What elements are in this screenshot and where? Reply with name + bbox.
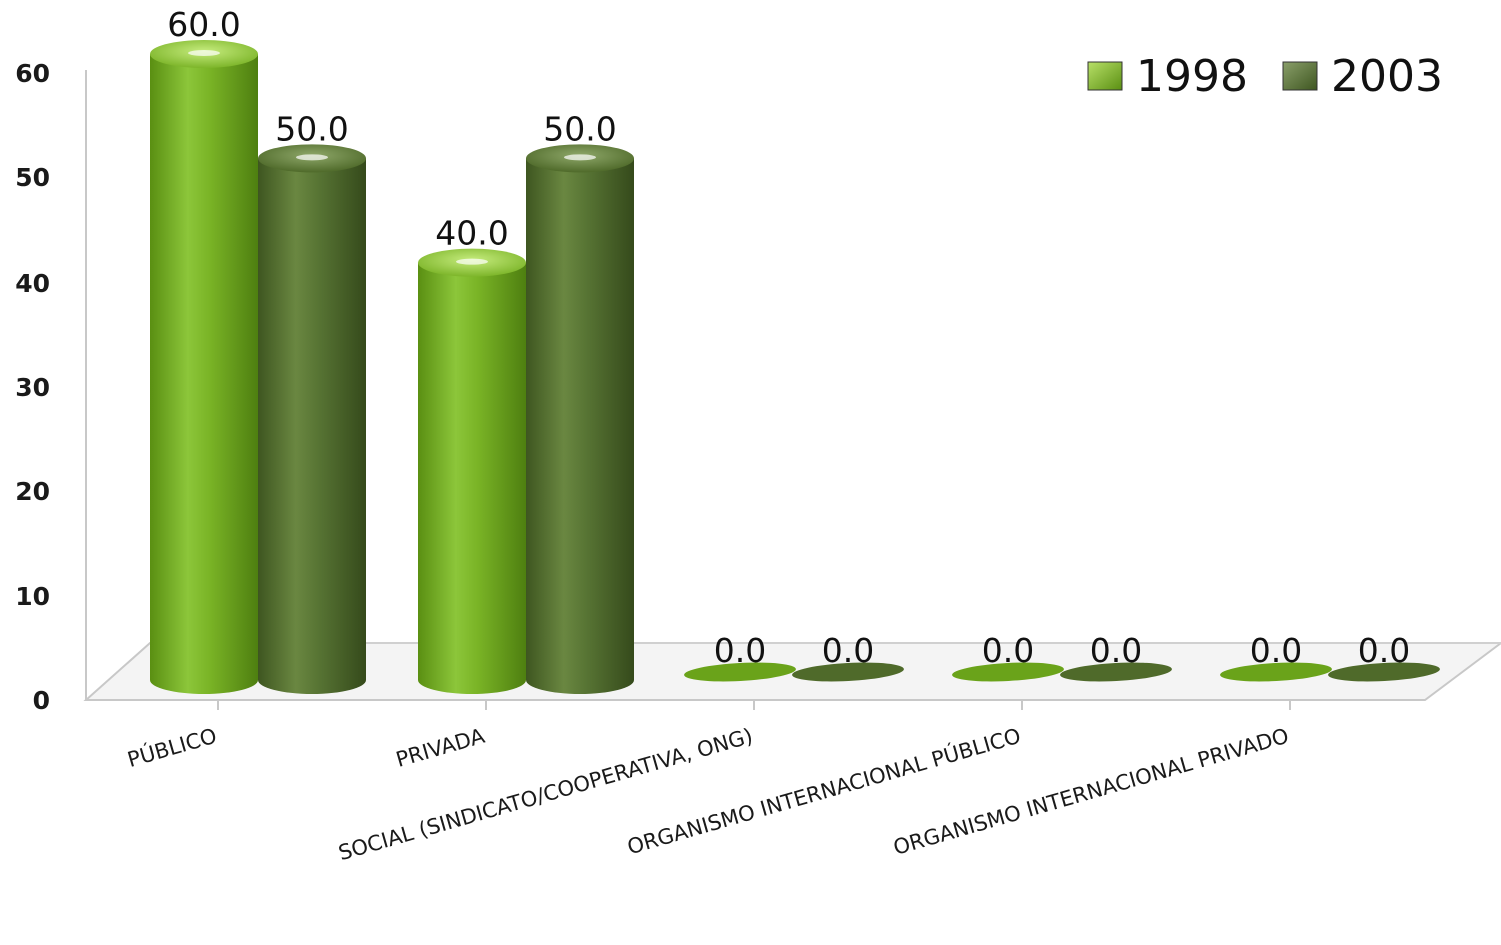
legend-swatch-1998 (1087, 61, 1123, 91)
y-ticks: 0 10 20 30 40 50 60 (15, 59, 50, 715)
bar-highlight (188, 50, 220, 56)
bar-zero-disc (1060, 662, 1172, 682)
bar-2003-4 (1328, 662, 1440, 682)
data-labels: 60.0 50.0 40.0 50.0 0.0 0.0 0.0 0.0 0.0 0.0 (167, 5, 1410, 670)
legend-swatch-2003 (1282, 61, 1318, 91)
data-label: 60.0 (167, 5, 240, 44)
y-tick-label: 40 (15, 269, 50, 298)
bar-2003-2 (792, 662, 904, 682)
bar-body (526, 158, 634, 695)
data-label: 50.0 (543, 109, 616, 148)
bar-2003-1 (526, 144, 634, 695)
bar-highlight (564, 154, 596, 161)
bar-2003-3 (1060, 662, 1172, 682)
bar-1998-0 (150, 40, 258, 694)
bar-1998-3 (952, 662, 1064, 682)
x-tick-label: PÚBLICO (125, 723, 220, 772)
bar-zero-disc (684, 662, 796, 682)
legend: 1998 2003 (1087, 51, 1443, 102)
y-tick-label: 30 (15, 373, 50, 402)
legend-label: 1998 (1136, 51, 1248, 102)
bar-highlight (296, 154, 328, 161)
data-label: 0.0 (822, 631, 874, 670)
bar-highlight (456, 258, 488, 265)
data-label: 40.0 (435, 214, 508, 253)
data-label: 0.0 (1358, 631, 1410, 670)
bar-2003-0 (258, 144, 366, 695)
legend-label: 2003 (1331, 51, 1443, 102)
data-label: 0.0 (714, 631, 766, 670)
data-label: 0.0 (1250, 631, 1302, 670)
data-label: 50.0 (275, 109, 348, 148)
bars (150, 40, 1440, 695)
bar-zero-disc (792, 662, 904, 682)
y-tick-label: 20 (15, 477, 50, 506)
bar-1998-2 (684, 662, 796, 682)
y-tick-label: 50 (15, 163, 50, 192)
data-label: 0.0 (1090, 631, 1142, 670)
bar-body (150, 54, 258, 694)
bar-1998-1 (418, 248, 526, 694)
x-tick-label: SOCIAL (SINDICATO/COOPERATIVA, ONG) (336, 724, 756, 866)
y-tick-label: 10 (15, 582, 50, 611)
bar-zero-disc (1328, 662, 1440, 682)
bar-body (258, 158, 366, 695)
y-tick-label: 0 (33, 686, 50, 715)
bar-body (418, 262, 526, 694)
x-tick-label: PRIVADA (393, 724, 488, 772)
data-label: 0.0 (982, 631, 1034, 670)
y-tick-label: 60 (15, 59, 50, 88)
bar-zero-disc (952, 662, 1064, 682)
bar-1998-4 (1220, 662, 1332, 682)
bar-zero-disc (1220, 662, 1332, 682)
